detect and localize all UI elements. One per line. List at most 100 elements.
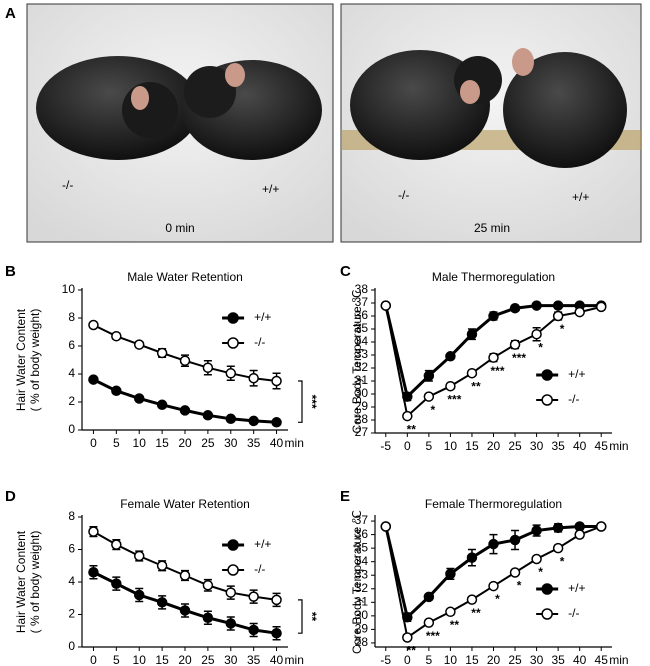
data-point [248, 591, 259, 602]
x-tick-label: 15 [155, 436, 169, 450]
x-tick-label: 0 [90, 653, 97, 666]
data-point [445, 568, 456, 580]
mouse-head [122, 82, 178, 138]
legend-marker [541, 583, 553, 595]
significance-star: ** [450, 618, 460, 632]
y-tick-label: 0 [68, 639, 75, 653]
series-line [92, 378, 277, 424]
y-tick-label: 28 [355, 635, 369, 649]
y-tick-label: 2 [68, 394, 75, 408]
panel-label: B [5, 263, 16, 280]
data-point [156, 597, 168, 608]
legend-marker [541, 369, 553, 381]
data-point [423, 617, 435, 628]
data-point [225, 587, 237, 598]
data-point [225, 413, 237, 425]
y-tick-label: 37 [355, 513, 369, 527]
x-tick-label: 30 [224, 436, 238, 450]
data-point [509, 339, 521, 350]
data-point [133, 339, 145, 350]
x-tick-label: 15 [465, 439, 479, 453]
legend-marker [227, 564, 239, 576]
data-point [202, 612, 214, 623]
legend-marker [227, 337, 239, 349]
data-point [488, 538, 499, 550]
photo: -/- +/+ 25 min [340, 3, 642, 243]
x-tick-label: 10 [133, 653, 147, 666]
data-point [552, 300, 564, 311]
data-point [531, 525, 542, 536]
data-point [445, 606, 456, 618]
y-tick-label: 4 [68, 366, 75, 380]
time-label: 0 min [165, 221, 194, 235]
data-point [248, 624, 259, 636]
mouse-ear [460, 80, 480, 104]
y-tick-label: 30 [355, 608, 369, 622]
legend-label: -/- [568, 606, 579, 620]
legend-label: +/+ [254, 537, 271, 551]
x-tick-label: 0 [90, 436, 97, 450]
series-line [93, 324, 277, 382]
y-tick-label: 37 [355, 295, 369, 309]
chart-title: Female Water Retention [120, 497, 250, 511]
y-tick-label: 38 [355, 282, 369, 296]
x-tick-label: 5 [426, 439, 433, 453]
x-tick-label: 5 [113, 436, 120, 450]
legend-label: -/- [254, 335, 265, 349]
x-tick-label: 15 [155, 653, 169, 666]
y-tick-label: 2 [68, 607, 75, 621]
significance-star: * [560, 554, 565, 568]
data-point [574, 529, 585, 540]
data-point [179, 405, 191, 416]
y-tick-label: 29 [355, 622, 369, 636]
legend-label: +/+ [568, 581, 585, 595]
genotype-label: -/- [398, 188, 409, 202]
data-point [248, 372, 259, 384]
x-tick-label: 45 [595, 653, 609, 666]
x-tick-label: 10 [133, 436, 147, 450]
legend-label: -/- [568, 392, 579, 406]
genotype-label: -/- [62, 178, 73, 192]
x-tick-label: 40 [573, 439, 587, 453]
data-point [88, 526, 99, 537]
significance-star: * [538, 565, 543, 579]
photo: -/- +/+ 0 min [26, 3, 334, 243]
data-point [248, 415, 259, 427]
data-point [445, 380, 456, 392]
data-point [271, 594, 282, 606]
x-unit: min [285, 653, 304, 666]
data-point [88, 374, 99, 385]
data-point [156, 347, 168, 359]
data-point [111, 330, 122, 342]
y-tick-label: 27 [355, 425, 369, 439]
x-tick-label: 40 [270, 436, 284, 450]
y-tick-label: 31 [355, 373, 369, 387]
data-point [133, 550, 145, 562]
x-tick-label: 25 [201, 436, 215, 450]
data-point [509, 567, 521, 578]
y-tick-label: 32 [355, 360, 369, 374]
data-point [531, 300, 542, 311]
y-tick-label: 6 [68, 338, 75, 352]
y-tick-label: 36 [355, 308, 369, 322]
x-tick-label: 20 [487, 653, 501, 666]
data-point [445, 351, 456, 362]
x-tick-label: 10 [444, 439, 458, 453]
time-label: 25 min [474, 221, 510, 235]
x-tick-label: 25 [201, 653, 215, 666]
x-tick-label: -5 [380, 653, 391, 666]
data-point [466, 552, 478, 563]
y-tick-label: 8 [68, 310, 75, 324]
significance-label: *** [305, 395, 319, 409]
data-point [595, 301, 607, 313]
y-tick-label: 28 [355, 412, 369, 426]
data-point [488, 352, 499, 363]
data-point [402, 632, 413, 643]
data-point [509, 534, 521, 546]
x-tick-label: 40 [573, 653, 587, 666]
significance-star: ** [407, 644, 417, 658]
y-tick-label: 6 [68, 542, 75, 556]
data-point [156, 560, 168, 571]
x-tick-label: 35 [247, 436, 261, 450]
data-point [111, 539, 122, 550]
